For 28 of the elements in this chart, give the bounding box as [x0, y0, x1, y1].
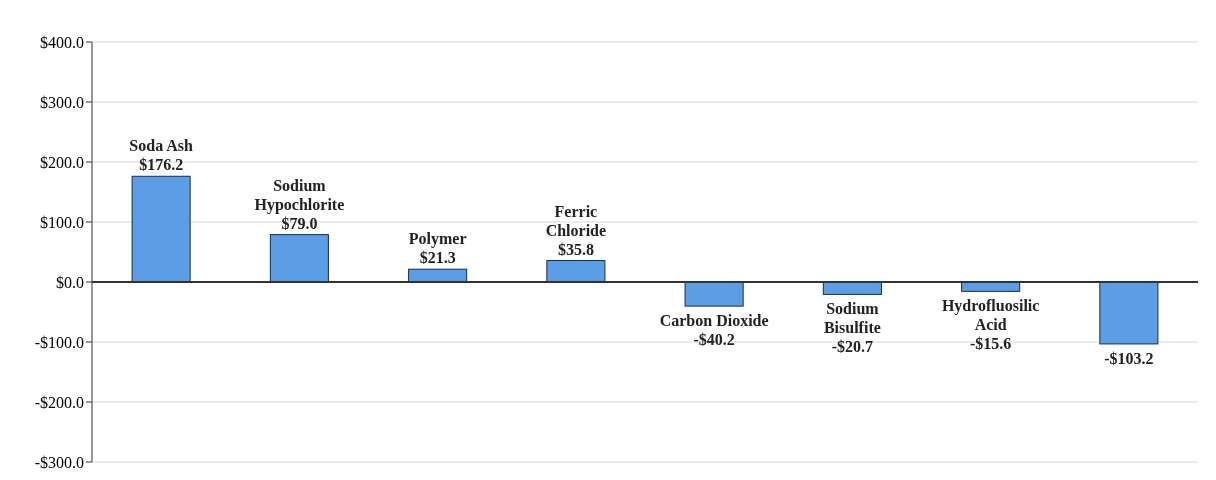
x-tick-label: Ferric Chloride: [545, 202, 607, 239]
data-label: -$20.7: [831, 338, 874, 356]
x-tick-label: Polymer: [408, 230, 467, 249]
data-label: -$40.2: [693, 331, 735, 349]
y-tick-label: $200.0: [40, 153, 84, 171]
y-tick-label: $400.0: [40, 33, 84, 51]
x-tick-label: Hydrofluosilic Acid: [941, 297, 1040, 334]
data-label: -$103.2: [1104, 349, 1154, 367]
x-tick-label: Carbon Dioxide: [659, 312, 769, 330]
bar: [269, 234, 329, 283]
data-label: $176.2: [139, 156, 184, 174]
bar: [684, 281, 744, 307]
y-tick-label: $100.0: [40, 213, 84, 231]
bar: [131, 175, 191, 283]
y-tick-label: -$100.0: [34, 333, 84, 351]
y-tick-label: -$200.0: [34, 393, 84, 411]
x-tick-label: Soda Ash: [129, 137, 194, 155]
data-label: -$15.6: [969, 335, 1012, 353]
data-label: $21.3: [419, 249, 456, 267]
y-tick-label: $300.0: [40, 93, 84, 111]
data-label: $35.8: [557, 240, 594, 258]
x-tick-label: Sodium Hypochlorite: [254, 176, 345, 214]
bar: [546, 260, 606, 283]
y-tick-label: $0.0: [56, 273, 84, 291]
bar: [1099, 281, 1159, 345]
x-tick-label: Sodium Bisulfite: [823, 300, 881, 337]
data-label: $79.0: [281, 214, 318, 232]
y-tick-label: -$300.0: [34, 453, 84, 471]
